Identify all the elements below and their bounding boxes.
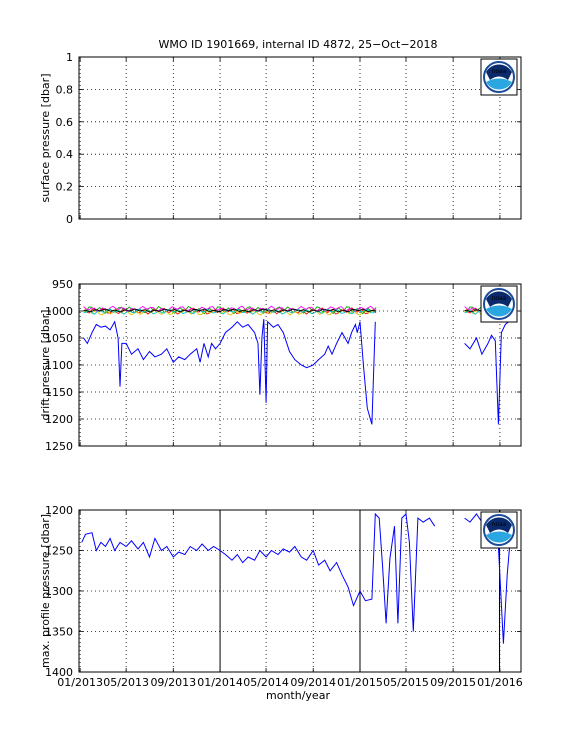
noaa-logo-icon: noaa <box>480 58 518 96</box>
noaa-logo-text: noaa <box>492 68 507 75</box>
y-tick-label: 1350 <box>45 626 73 639</box>
series-line <box>83 319 376 425</box>
y-tick-label: 0.2 <box>56 181 74 194</box>
y-tick-label: 1000 <box>45 305 73 318</box>
y-axis-label: drift pressure [dbar] <box>39 310 52 421</box>
x-axis-label: month/year <box>266 689 330 702</box>
noaa-logo-icon: noaa <box>480 285 518 323</box>
series-line <box>83 308 377 313</box>
y-tick-label: 0 <box>66 213 73 226</box>
plot-frame <box>78 509 522 673</box>
plot-frame <box>78 56 522 220</box>
series-line <box>81 512 436 632</box>
y-tick-label: 1150 <box>45 386 73 399</box>
noaa-logo-text: noaa <box>492 521 507 528</box>
x-tick-label: 01/2014 <box>197 676 243 689</box>
y-tick-label: 0.4 <box>56 148 74 161</box>
y-tick-label: 0.6 <box>56 116 74 129</box>
y-tick-label: 1300 <box>45 585 73 598</box>
plot-area <box>79 57 521 219</box>
y-axis-label: max. profile pressure [dbar] <box>39 514 52 668</box>
y-axis-label: surface pressure [dbar] <box>39 74 52 203</box>
y-tick-label: 0.8 <box>56 83 74 96</box>
y-tick-label: 1100 <box>45 359 73 372</box>
figure-title: WMO ID 1901669, internal ID 4872, 25−Oct… <box>158 38 437 51</box>
noaa-logo-icon: noaa <box>480 511 518 549</box>
series-line <box>83 308 377 316</box>
noaa-logo-text: noaa <box>492 295 507 302</box>
y-tick-label: 1200 <box>45 413 73 426</box>
y-tick-label: 1400 <box>45 666 73 679</box>
panel-max-profile: 01/2013 05/2013 09/2013 01/2014 05/2014 09/20… <box>39 504 523 689</box>
panel-drift: 950 1000 1050 1100 1150 1200 1250 drift pressur… <box>39 278 522 453</box>
y-tick-label: 1050 <box>45 332 73 345</box>
x-tick-label: 05/2015 <box>383 676 429 689</box>
x-tick-label: 01/2015 <box>337 676 383 689</box>
y-tick-label: 1200 <box>45 504 73 517</box>
series-line <box>464 318 513 425</box>
x-tick-label: 01/2016 <box>477 676 523 689</box>
y-tick-label: 1250 <box>45 440 73 453</box>
x-tick-label: 05/2013 <box>103 676 149 689</box>
y-tick-label: 950 <box>52 278 73 291</box>
x-tick-label: 05/2014 <box>243 676 289 689</box>
x-tick-label: 09/2015 <box>430 676 476 689</box>
plot-frame <box>78 283 522 447</box>
x-tick-label: 09/2014 <box>290 676 336 689</box>
x-tick-label: 09/2013 <box>150 676 196 689</box>
x-tick-label: 01/2013 <box>57 676 103 689</box>
panel-surface: 0 0.2 0.4 0.6 0.8 1 surface pressure [dbar] noa… <box>39 51 522 226</box>
y-tick-label: 1 <box>66 51 73 64</box>
y-tick-label: 1250 <box>45 545 73 558</box>
panels: 0 0.2 0.4 0.6 0.8 1 surface pressure [dbar] noa… <box>39 51 523 689</box>
